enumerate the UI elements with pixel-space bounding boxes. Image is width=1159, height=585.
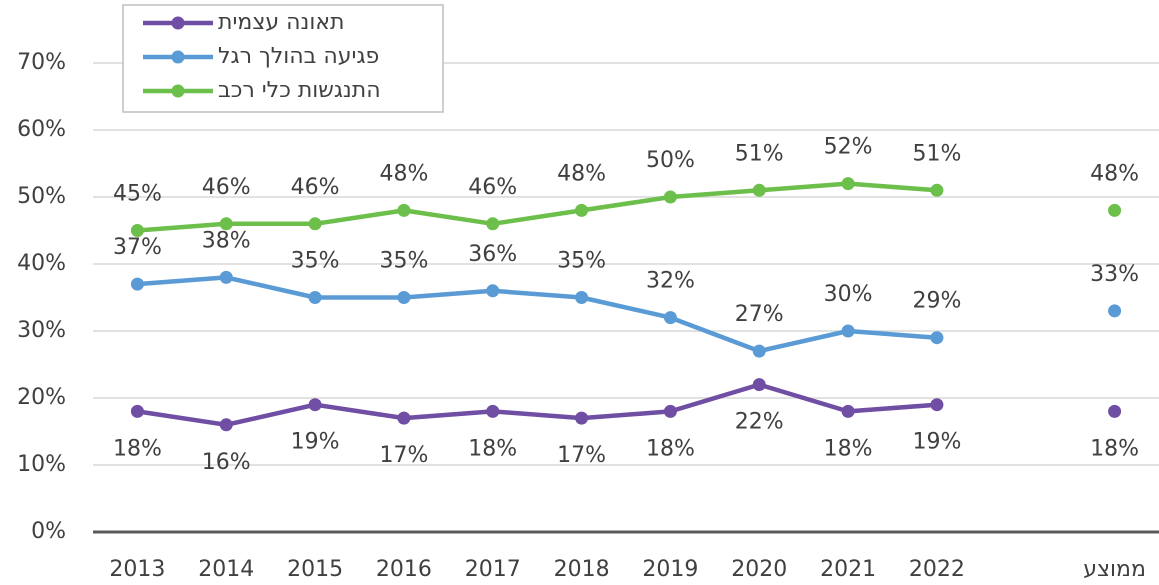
data-label: 18% [1090, 436, 1139, 461]
y-tick-label: 0% [31, 519, 66, 544]
data-label: 48% [379, 161, 428, 186]
data-label: 17% [379, 443, 428, 468]
y-tick-label: 10% [17, 452, 66, 477]
data-point [130, 404, 144, 418]
data-label: 48% [557, 161, 606, 186]
data-label: 27% [735, 302, 784, 327]
data-label: 45% [113, 182, 162, 207]
data-point [663, 311, 677, 325]
data-point [841, 404, 855, 418]
x-tick-label: 2019 [642, 557, 698, 582]
data-label: 52% [824, 135, 873, 160]
series-line [137, 275, 938, 354]
data-point [752, 183, 766, 197]
data-label: 19% [291, 430, 340, 455]
data-label: 35% [557, 249, 606, 274]
data-point [308, 217, 322, 231]
data-point [486, 404, 500, 418]
legend-marker [171, 50, 185, 64]
data-label: 33% [1090, 262, 1139, 287]
data-point [1108, 404, 1122, 418]
data-point [219, 217, 233, 231]
x-tick-label: ממוצע [1083, 557, 1146, 582]
data-label: 37% [113, 235, 162, 260]
legend-marker [171, 16, 185, 30]
data-point [308, 291, 322, 304]
data-point [1108, 203, 1122, 217]
data-label: 46% [291, 175, 340, 200]
data-label: 30% [824, 282, 873, 307]
x-tick-label: 2013 [109, 557, 165, 582]
y-tick-label: 50% [17, 184, 66, 209]
y-tick-label: 40% [17, 251, 66, 276]
data-point [575, 203, 589, 217]
series-line [137, 181, 938, 233]
data-point [308, 398, 322, 412]
series-line [137, 382, 938, 428]
x-tick-label: 2014 [198, 557, 254, 582]
x-tick-label: 2021 [820, 557, 876, 582]
data-point [130, 277, 144, 291]
data-point [1108, 304, 1122, 318]
data-label: 46% [202, 175, 251, 200]
data-point [486, 284, 500, 298]
x-tick-label: 2016 [376, 557, 432, 582]
x-tick-label: 2015 [287, 557, 343, 582]
data-point [930, 183, 944, 197]
legend-label: פגיעה בהולך רגל [218, 44, 379, 69]
data-label: 50% [646, 148, 695, 173]
data-point [397, 411, 411, 425]
data-label: 18% [646, 436, 695, 461]
x-tick-label: 2022 [909, 557, 965, 582]
data-point [752, 344, 766, 358]
data-point [219, 418, 233, 432]
data-point [397, 203, 411, 217]
data-label: 46% [468, 175, 517, 200]
data-label: 18% [113, 436, 162, 461]
data-point [930, 331, 944, 345]
data-point [219, 270, 233, 284]
legend-marker [171, 84, 185, 98]
data-label: 19% [912, 430, 961, 455]
data-label: 38% [202, 228, 251, 253]
data-label: 32% [646, 269, 695, 294]
legend-label: תאונה עצמית [218, 10, 344, 35]
data-point [841, 177, 855, 191]
data-label: 18% [824, 436, 873, 461]
x-tick-label: 2018 [554, 557, 610, 582]
data-label: 36% [468, 242, 517, 267]
x-tick-label: 2017 [465, 557, 521, 582]
data-point [663, 404, 677, 418]
data-point [575, 411, 589, 425]
data-label: 51% [912, 141, 961, 166]
data-label: 48% [1090, 161, 1139, 186]
legend: תאונה עצמית פגיעה בהולך רגל התנגשות כלי רכ… [122, 4, 444, 113]
data-label: 17% [557, 443, 606, 468]
data-point [841, 324, 855, 338]
y-tick-label: 30% [17, 318, 66, 343]
data-label: 35% [291, 249, 340, 274]
data-point [397, 291, 411, 304]
y-tick-label: 70% [17, 50, 66, 75]
data-label: 29% [912, 289, 961, 314]
legend-label: התנגשות כלי רכב [218, 78, 381, 103]
data-label: 16% [202, 450, 251, 475]
y-tick-label: 20% [17, 385, 66, 410]
data-point [575, 291, 589, 304]
x-tick-label: 2020 [731, 557, 787, 582]
data-label: 51% [735, 141, 784, 166]
data-point [930, 398, 944, 412]
data-point [130, 224, 144, 237]
data-label: 22% [735, 410, 784, 435]
data-label: 18% [468, 436, 517, 461]
data-point [663, 190, 677, 204]
data-label: 35% [379, 249, 428, 274]
data-point [752, 378, 766, 392]
data-point [486, 217, 500, 231]
y-tick-label: 60% [17, 117, 66, 142]
